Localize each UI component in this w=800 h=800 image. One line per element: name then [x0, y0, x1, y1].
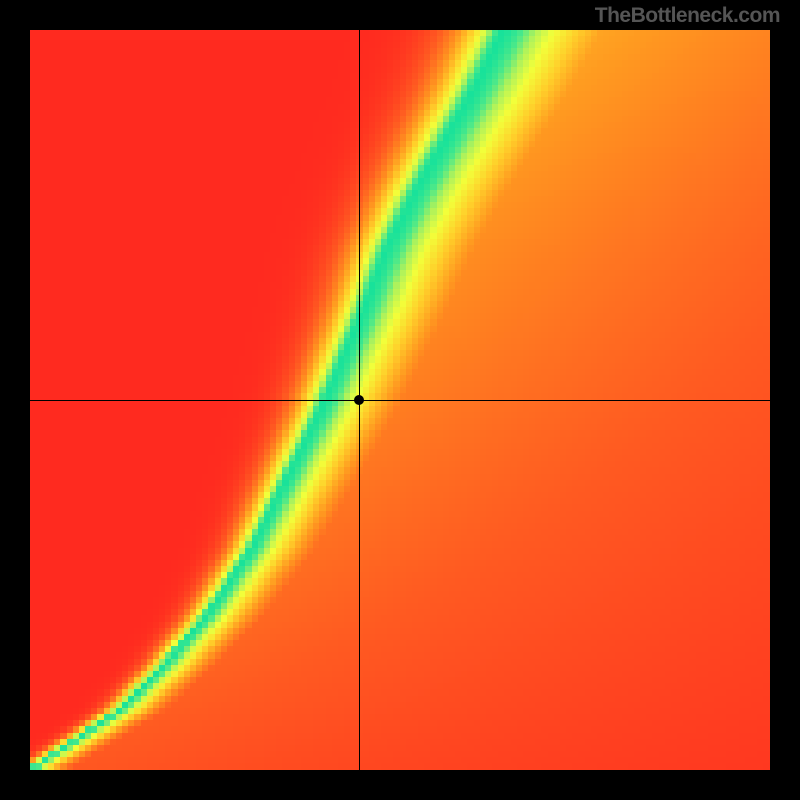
heatmap-plot: [30, 30, 770, 770]
crosshair-marker: [354, 395, 364, 405]
crosshair-horizontal: [30, 400, 770, 401]
watermark-text: TheBottleneck.com: [595, 4, 780, 28]
